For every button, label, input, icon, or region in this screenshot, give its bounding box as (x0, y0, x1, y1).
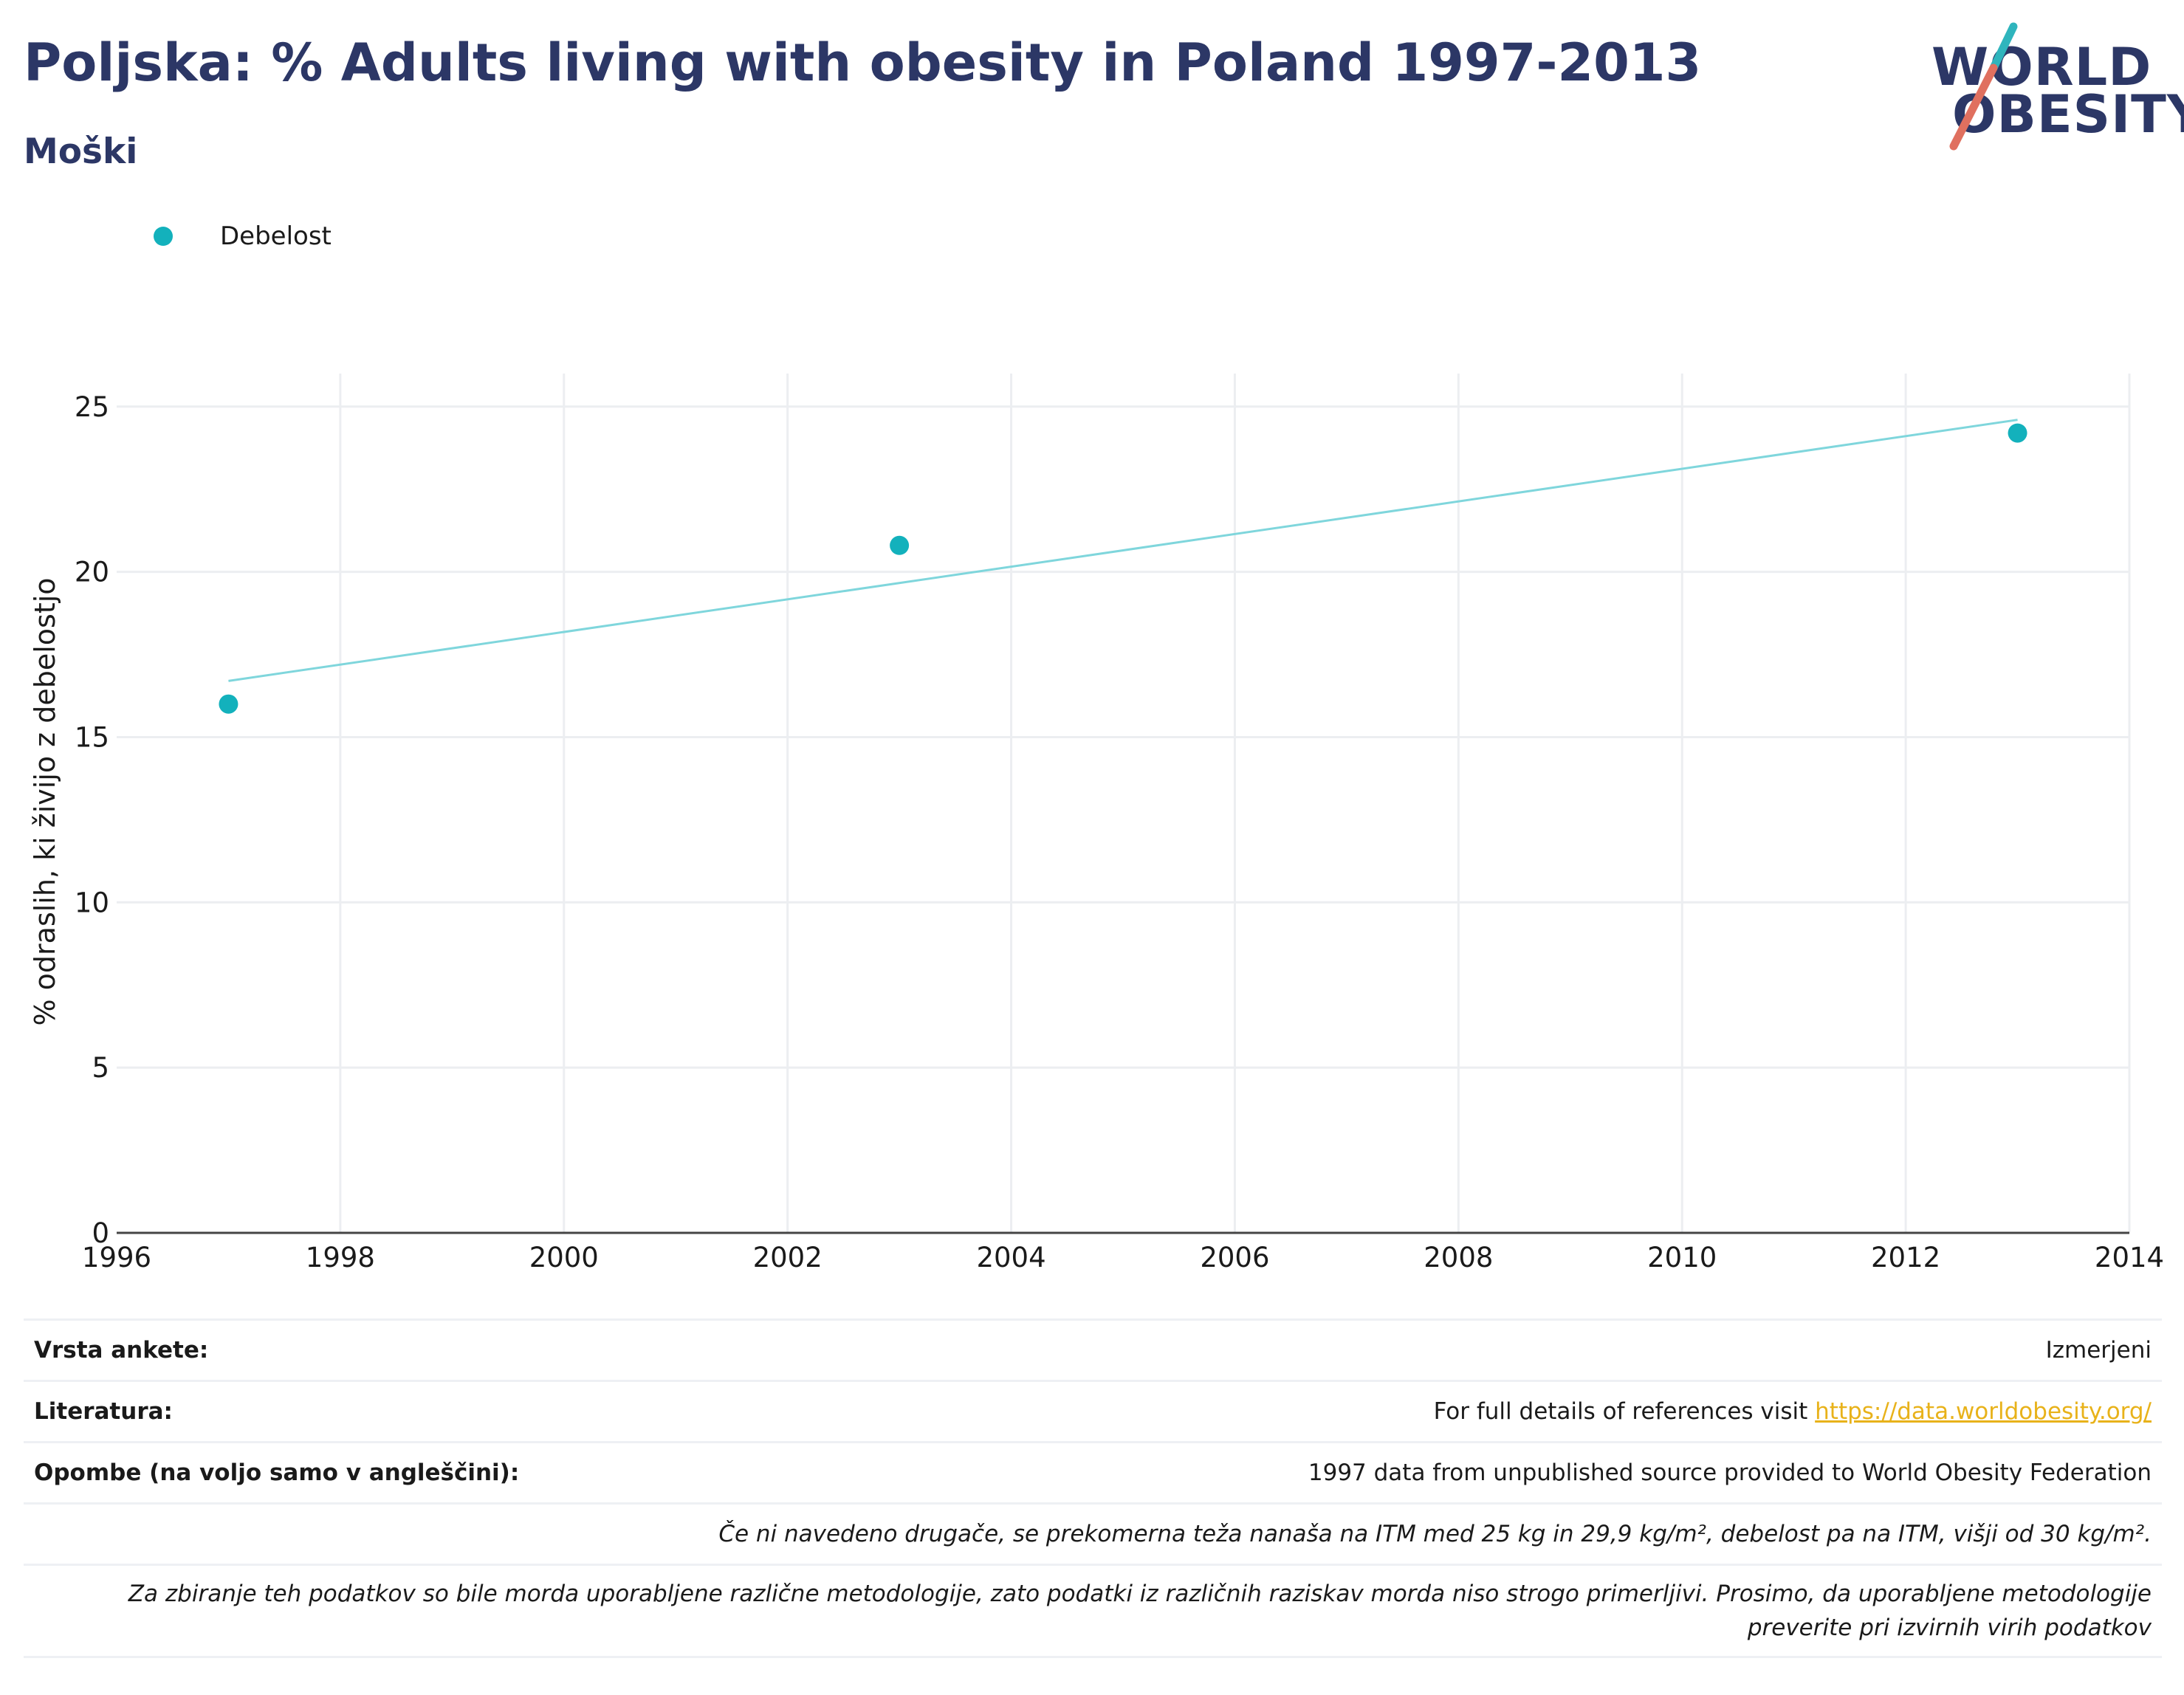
definition-note: Če ni navedeno drugače, se prekomerna te… (24, 1502, 2162, 1566)
y-axis-label: % odraslih, ki živijo z debelostjo (29, 577, 61, 1025)
data-points (219, 423, 2027, 714)
notes-value: 1997 data from unpublished source provid… (813, 1441, 2162, 1505)
y-tick-label: 25 (75, 391, 109, 423)
y-tick-label: 5 (92, 1052, 109, 1084)
x-tick-label: 2000 (529, 1242, 599, 1273)
x-tick-label: 2006 (1200, 1242, 1269, 1273)
trend-line (228, 419, 2018, 682)
info-row-notes: Opombe (na voljo samo v angleščini): 199… (24, 1441, 2162, 1505)
world-obesity-logo: WORLD OBESITY (1920, 21, 2184, 154)
legend-label-debelost: Debelost (220, 221, 332, 251)
grid-lines (117, 374, 2131, 1233)
info-row-references: Literatura: For full details of referenc… (24, 1380, 2162, 1443)
y-tick-label: 10 (75, 887, 109, 918)
y-tick-label: 0 (92, 1217, 109, 1249)
y-tick-labels: 0 5 10 15 20 25 (75, 391, 109, 1249)
survey-type-label: Vrsta ankete: (24, 1318, 814, 1382)
references-value: For full details of references visit htt… (813, 1380, 2162, 1443)
logo-word-obesity: OBESITY (1952, 84, 2184, 145)
chart-subtitle: Moški (24, 131, 138, 172)
y-tick-label: 20 (75, 557, 109, 588)
references-text: For full details of references visit (1433, 1398, 1816, 1425)
x-tick-labels: 1996 1998 2000 2002 2004 2006 2008 2010 2012 2014 (82, 1242, 2164, 1273)
methodology-note: Za zbiranje teh podatkov so bile morda u… (24, 1564, 2162, 1658)
trend-line-group (228, 419, 2018, 682)
data-point[interactable] (219, 694, 238, 714)
scatter-chart: 1996 1998 2000 2002 2004 2006 2008 2010 2012 2014… (29, 374, 2164, 1273)
info-table: Vrsta ankete: Izmerjeni Literatura: For … (24, 1318, 2162, 1658)
info-row-definition: Če ni navedeno drugače, se prekomerna te… (24, 1502, 2162, 1566)
legend-marker (154, 227, 173, 246)
chart-title: Poljska: % Adults living with obesity in… (24, 32, 1702, 93)
x-tick-label: 2010 (1647, 1242, 1717, 1273)
x-tick-label: 1998 (306, 1242, 375, 1273)
info-row-methodology: Za zbiranje teh podatkov so bile morda u… (24, 1564, 2162, 1658)
notes-label: Opombe (na voljo samo v angleščini): (24, 1441, 814, 1505)
x-tick-label: 2004 (976, 1242, 1045, 1273)
methodology-note-line2: preverite pri izvirnih virih podatkov (1747, 1615, 2152, 1641)
y-tick-label: 15 (75, 721, 109, 753)
x-tick-label: 1996 (82, 1242, 151, 1273)
references-link[interactable]: https://data.worldobesity.org/ (1815, 1398, 2152, 1425)
x-tick-label: 2012 (1871, 1242, 1940, 1273)
survey-type-value: Izmerjeni (813, 1318, 2162, 1382)
data-point[interactable] (2008, 423, 2027, 443)
logo-word-world: WORLD (1931, 37, 2152, 97)
x-tick-label: 2014 (2095, 1242, 2164, 1273)
references-label: Literatura: (24, 1380, 814, 1443)
x-tick-label: 2002 (753, 1242, 823, 1273)
legend: Debelost (154, 221, 332, 251)
data-point[interactable] (890, 535, 910, 555)
x-tick-label: 2008 (1424, 1242, 1493, 1273)
info-row-survey-type: Vrsta ankete: Izmerjeni (24, 1318, 2162, 1382)
methodology-note-line1: Za zbiranje teh podatkov so bile morda u… (128, 1581, 2152, 1607)
logo-slash-icon (1949, 22, 2018, 151)
